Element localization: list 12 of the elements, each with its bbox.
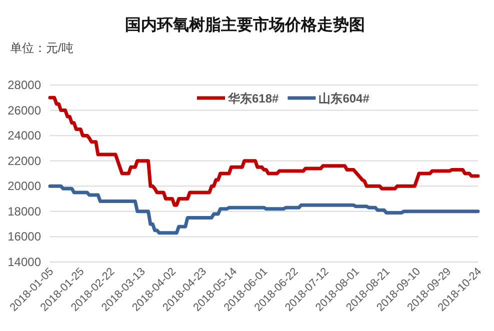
ytick: 22000 [8,154,41,168]
legend-label: 山东604# [318,92,370,106]
title: 国内环氧树脂主要市场价格走势图 [125,17,365,34]
ytick: 26000 [8,103,41,118]
annotation: 单位：元/吨 [10,41,74,55]
ytick: 24000 [8,128,41,143]
ytick: 28000 [8,78,41,92]
ytick: 20000 [8,179,41,194]
ytick: 16000 [8,230,41,244]
ytick: 18000 [8,204,41,218]
legend-label: 华东618# [228,92,279,106]
ytick: 14000 [8,255,41,269]
